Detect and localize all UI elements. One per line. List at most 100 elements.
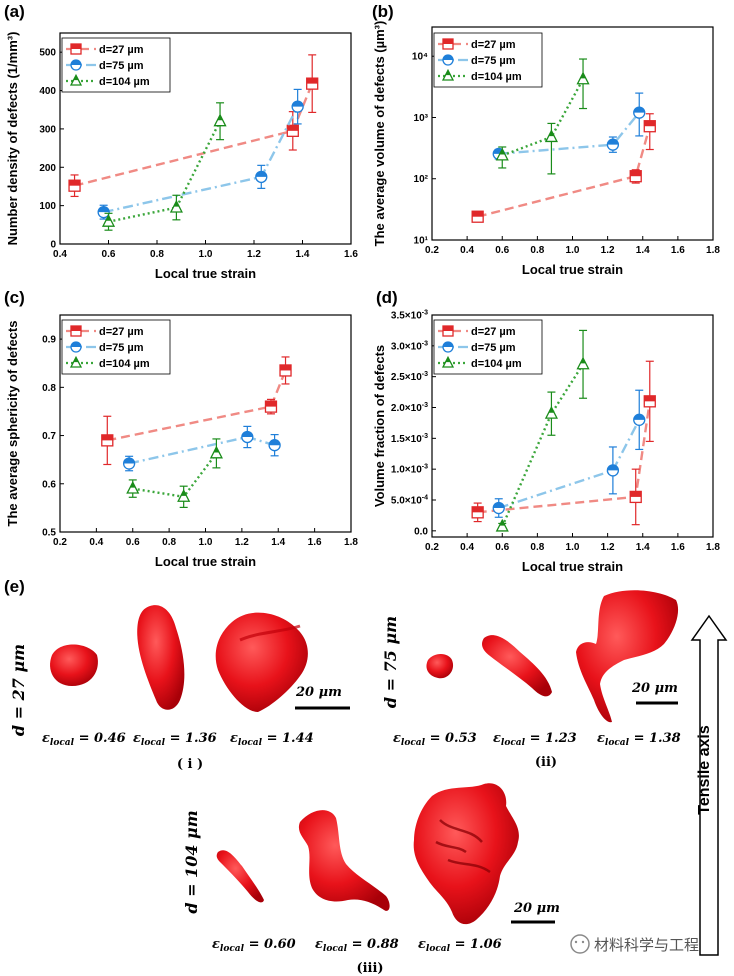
- x-tick-label: 1.6: [308, 537, 322, 548]
- marker-fill: [269, 439, 281, 446]
- epsilon-symbol: ε: [42, 731, 50, 746]
- epsilon-symbol: ε: [230, 731, 238, 746]
- marker-fill: [180, 490, 187, 496]
- circle-marker: [606, 138, 620, 151]
- marker-outline: [101, 213, 116, 227]
- circle-marker: [268, 439, 281, 452]
- x-axis-title: Local true strain: [522, 559, 623, 574]
- strain-label: εlocal = 0.46: [42, 731, 126, 748]
- square-marker: [264, 400, 278, 413]
- x-tick-label: 0.2: [425, 245, 439, 256]
- marker-fill: [548, 407, 555, 413]
- epsilon-symbol: ε: [133, 731, 141, 746]
- square-marker: [643, 395, 656, 408]
- scale-bar-label: 20 μm: [513, 901, 560, 916]
- series-circle: [492, 389, 646, 518]
- y-tick-label: 0.5: [42, 528, 56, 539]
- y-tick-label: 0: [50, 240, 56, 251]
- strain-value: 0.88: [367, 937, 399, 952]
- wechat-icon: [570, 934, 590, 954]
- y-tick-label: 5.0×10-4: [391, 495, 428, 507]
- epsilon-symbol: ε: [493, 731, 501, 746]
- epsilon-subscript: local: [426, 944, 451, 954]
- x-tick-label: 1.4: [636, 542, 650, 553]
- y-tick-label: 1.5×10-3: [391, 433, 428, 445]
- x-tick-label: 0.6: [102, 249, 116, 260]
- strain-label: εlocal = 1.44: [230, 731, 314, 748]
- x-axis-title: Local true strain: [522, 262, 623, 277]
- marker-fill: [173, 201, 180, 207]
- marker-fill: [105, 215, 112, 221]
- legend-entry: d=75 µm: [99, 342, 144, 354]
- triangle-marker: [169, 199, 183, 213]
- y-tick-label: 0.8: [42, 383, 56, 394]
- series-square: [471, 360, 656, 526]
- y-tick-label: 3.5×10-3: [391, 310, 428, 322]
- marker-fill: [98, 206, 110, 213]
- x-tick-label: 1.0: [566, 542, 580, 553]
- x-tick-label: 0.8: [150, 249, 164, 260]
- series-line: [74, 83, 314, 187]
- square-marker: [101, 434, 114, 447]
- x-axis-title: Local true strain: [155, 266, 256, 281]
- y-tick-label: 10⁴: [412, 52, 428, 63]
- series-line: [501, 363, 585, 527]
- defect-rendering: [215, 612, 308, 712]
- scale-bar-label: 20 μm: [295, 685, 342, 700]
- triangle-marker: [576, 71, 590, 85]
- strain-value: 1.36: [185, 731, 217, 746]
- triangle-marker: [495, 147, 509, 161]
- panel-label-e: (e): [4, 577, 25, 596]
- epsilon-subscript: local: [605, 738, 630, 748]
- epsilon-subscript: local: [501, 738, 526, 748]
- y-tick-label: 400: [39, 86, 56, 97]
- square-marker: [629, 170, 642, 183]
- panel-label-c: (c): [4, 288, 25, 307]
- marker-fill: [71, 60, 81, 65]
- defect-rendering: [426, 654, 454, 679]
- marker-fill: [630, 170, 642, 177]
- square-marker: [629, 490, 642, 504]
- marker-fill: [630, 491, 642, 497]
- x-tick-label: 0.4: [89, 537, 103, 548]
- panel-label-d: (d): [376, 288, 398, 307]
- x-tick-label: 0.2: [53, 537, 67, 548]
- circle-marker: [97, 206, 110, 219]
- y-tick-label: 10³: [414, 113, 429, 124]
- legend-entry: d=27 µm: [471, 39, 516, 51]
- y-tick-label: 300: [39, 124, 56, 135]
- x-tick-label: 1.2: [247, 249, 261, 260]
- x-tick-label: 1.6: [671, 542, 685, 553]
- epsilon-symbol: ε: [418, 937, 426, 952]
- series-line: [128, 435, 275, 465]
- marker-fill: [69, 180, 81, 186]
- marker-fill: [101, 434, 113, 441]
- y-tick-label: 200: [39, 163, 56, 174]
- y-tick-label: 100: [39, 201, 56, 212]
- y-axis-title: Number density of defects (1/mm³): [5, 32, 20, 246]
- strain-label: εlocal = 0.53: [393, 731, 477, 748]
- marker-fill: [644, 395, 656, 402]
- marker-fill: [287, 125, 299, 131]
- defect-rendering: [137, 605, 185, 710]
- defect-rendering: [216, 850, 264, 903]
- series-triangle: [495, 58, 590, 175]
- marker-fill: [445, 357, 451, 363]
- group-i-label: ( i ): [177, 757, 203, 772]
- triangle-marker: [544, 405, 558, 419]
- marker-fill: [265, 401, 277, 407]
- marker-fill: [607, 464, 619, 471]
- series-square: [68, 54, 319, 198]
- y-tick-label: 3.0×10-3: [391, 340, 428, 352]
- series-line: [107, 370, 287, 442]
- square-marker: [279, 364, 292, 377]
- chart-volume-fraction: 0.2 0.4 0.6 0.8 1.0 1.2 1.4 1.6 1.8 0.0 5.0×10-4 1.…: [372, 310, 720, 575]
- x-tick-label: 0.6: [126, 537, 140, 548]
- square-marker: [442, 325, 454, 337]
- square-marker: [70, 325, 82, 337]
- marker-fill: [71, 44, 81, 49]
- marker-outline: [544, 405, 558, 419]
- y-tick-label: 10²: [414, 174, 429, 185]
- circle-marker: [241, 430, 254, 444]
- defect-shading: [239, 624, 301, 642]
